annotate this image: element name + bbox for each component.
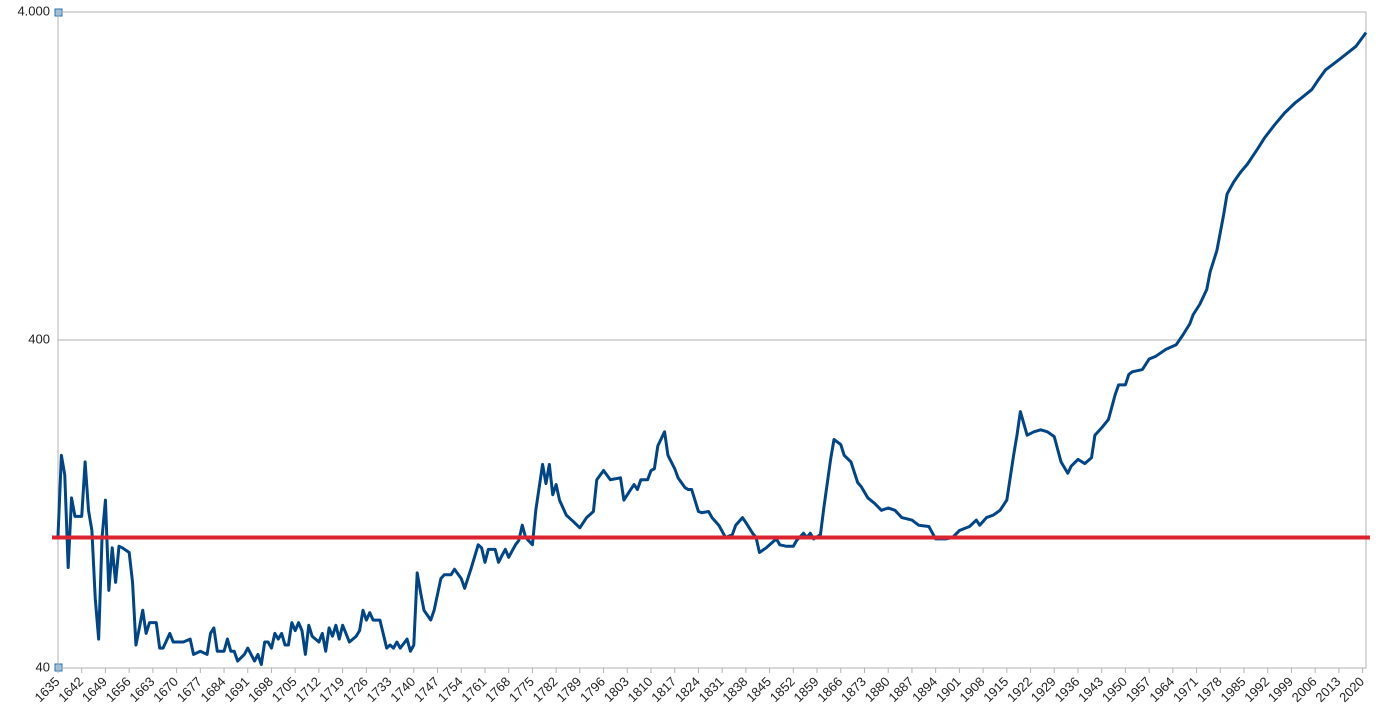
- x-tick-label: 1831: [696, 674, 727, 705]
- x-tick-label: 1873: [838, 674, 869, 705]
- x-tick-label: 1768: [482, 674, 513, 705]
- x-tick-label: 1670: [150, 674, 181, 705]
- x-tick-label: 1866: [814, 674, 845, 705]
- x-tick-label: 1859: [791, 674, 822, 705]
- x-tick-label: 1733: [364, 674, 395, 705]
- y-tick-label: 40: [36, 659, 50, 674]
- x-tick-label: 1656: [103, 674, 134, 705]
- x-tick-label: 1761: [458, 674, 489, 705]
- x-tick-label: 1684: [198, 674, 229, 705]
- x-tick-label: 1663: [126, 674, 157, 705]
- y-tick-label: 400: [28, 331, 50, 346]
- x-tick-label: 2020: [1336, 674, 1367, 705]
- y-tick-label: 4.000: [17, 3, 50, 18]
- x-tick-label: 1985: [1218, 674, 1249, 705]
- x-tick-label: 1782: [530, 674, 561, 705]
- x-tick-label: 1810: [624, 674, 655, 705]
- x-tick-label: 1852: [767, 674, 798, 705]
- x-tick-label: 1747: [411, 674, 442, 705]
- x-tick-label: 1642: [55, 674, 86, 705]
- x-tick-label: 1894: [909, 674, 940, 705]
- x-tick-label: 1726: [340, 674, 371, 705]
- x-tick-label: 1775: [506, 674, 537, 705]
- x-tick-label: 1880: [862, 674, 893, 705]
- x-tick-label: 1929: [1028, 674, 1059, 705]
- x-tick-label: 1957: [1123, 674, 1154, 705]
- x-tick-label: 1915: [980, 674, 1011, 705]
- x-tick-label: 1943: [1075, 674, 1106, 705]
- x-tick-label: 1796: [577, 674, 608, 705]
- x-tick-label: 1754: [435, 674, 466, 705]
- x-tick-label: 1971: [1170, 674, 1201, 705]
- x-tick-label: 2013: [1312, 674, 1343, 705]
- x-tick-label: 1922: [1004, 674, 1035, 705]
- x-tick-label: 1964: [1146, 674, 1177, 705]
- data-line: [56, 31, 1368, 666]
- x-tick-label: 1803: [601, 674, 632, 705]
- x-tick-label: 1635: [31, 674, 62, 705]
- x-tick-label: 1705: [269, 674, 300, 705]
- x-tick-label: 1950: [1099, 674, 1130, 705]
- x-tick-label: 1789: [553, 674, 584, 705]
- x-tick-label: 1649: [79, 674, 110, 705]
- x-tick-label: 1978: [1194, 674, 1225, 705]
- x-tick-label: 1838: [719, 674, 750, 705]
- x-tick-label: 1677: [174, 674, 205, 705]
- x-tick-label: 1845: [743, 674, 774, 705]
- x-tick-label: 1698: [245, 674, 276, 705]
- x-tick-label: 1740: [387, 674, 418, 705]
- x-tick-label: 1824: [672, 674, 703, 705]
- x-tick-label: 2006: [1289, 674, 1320, 705]
- x-tick-label: 1719: [316, 674, 347, 705]
- x-tick-label: 1908: [957, 674, 988, 705]
- x-tick-label: 1817: [648, 674, 679, 705]
- x-tick-label: 1999: [1265, 674, 1296, 705]
- x-tick-label: 1691: [221, 674, 252, 705]
- x-tick-label: 1712: [292, 674, 323, 705]
- x-tick-label: 1887: [885, 674, 916, 705]
- x-tick-label: 1992: [1241, 674, 1272, 705]
- x-tick-label: 1936: [1051, 674, 1082, 705]
- x-tick-label: 1901: [933, 674, 964, 705]
